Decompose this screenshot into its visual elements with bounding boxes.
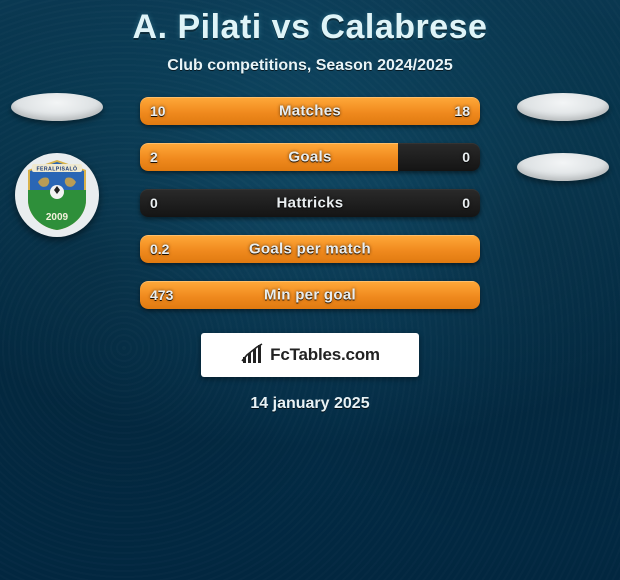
date-text: 14 january 2025 (0, 395, 620, 413)
left-player-column: 2009 FERALPISALÒ (2, 93, 112, 237)
stat-label: Goals (140, 149, 480, 166)
stat-label: Matches (140, 103, 480, 120)
club-crest: 2009 FERALPISALÒ (15, 153, 99, 237)
stat-label: Min per goal (140, 287, 480, 304)
svg-text:FERALPISALÒ: FERALPISALÒ (36, 164, 77, 172)
stat-label: Hattricks (140, 195, 480, 212)
bars-chart-icon (240, 343, 264, 367)
player-badge-placeholder (517, 153, 609, 181)
brand-text: FcTables.com (270, 345, 380, 365)
club-crest-svg: 2009 FERALPISALÒ (24, 158, 90, 232)
stat-bar-mpg: 473 Min per goal (140, 281, 480, 309)
stat-bar-goals: 2 0 Goals (140, 143, 480, 171)
stat-label: Goals per match (140, 241, 480, 258)
player-badge-placeholder (517, 93, 609, 121)
player-badge-placeholder (11, 93, 103, 121)
svg-text:2009: 2009 (46, 212, 69, 223)
page-subtitle: Club competitions, Season 2024/2025 (0, 57, 620, 75)
page-title: A. Pilati vs Calabrese (0, 0, 620, 47)
right-player-column (508, 93, 618, 181)
stats-bars: 10 18 Matches 2 0 Goals 0 0 Hattricks 0.… (140, 97, 480, 309)
brand-badge: FcTables.com (201, 333, 419, 377)
stat-bar-hattricks: 0 0 Hattricks (140, 189, 480, 217)
stat-bar-gpm: 0.2 Goals per match (140, 235, 480, 263)
stat-bar-matches: 10 18 Matches (140, 97, 480, 125)
